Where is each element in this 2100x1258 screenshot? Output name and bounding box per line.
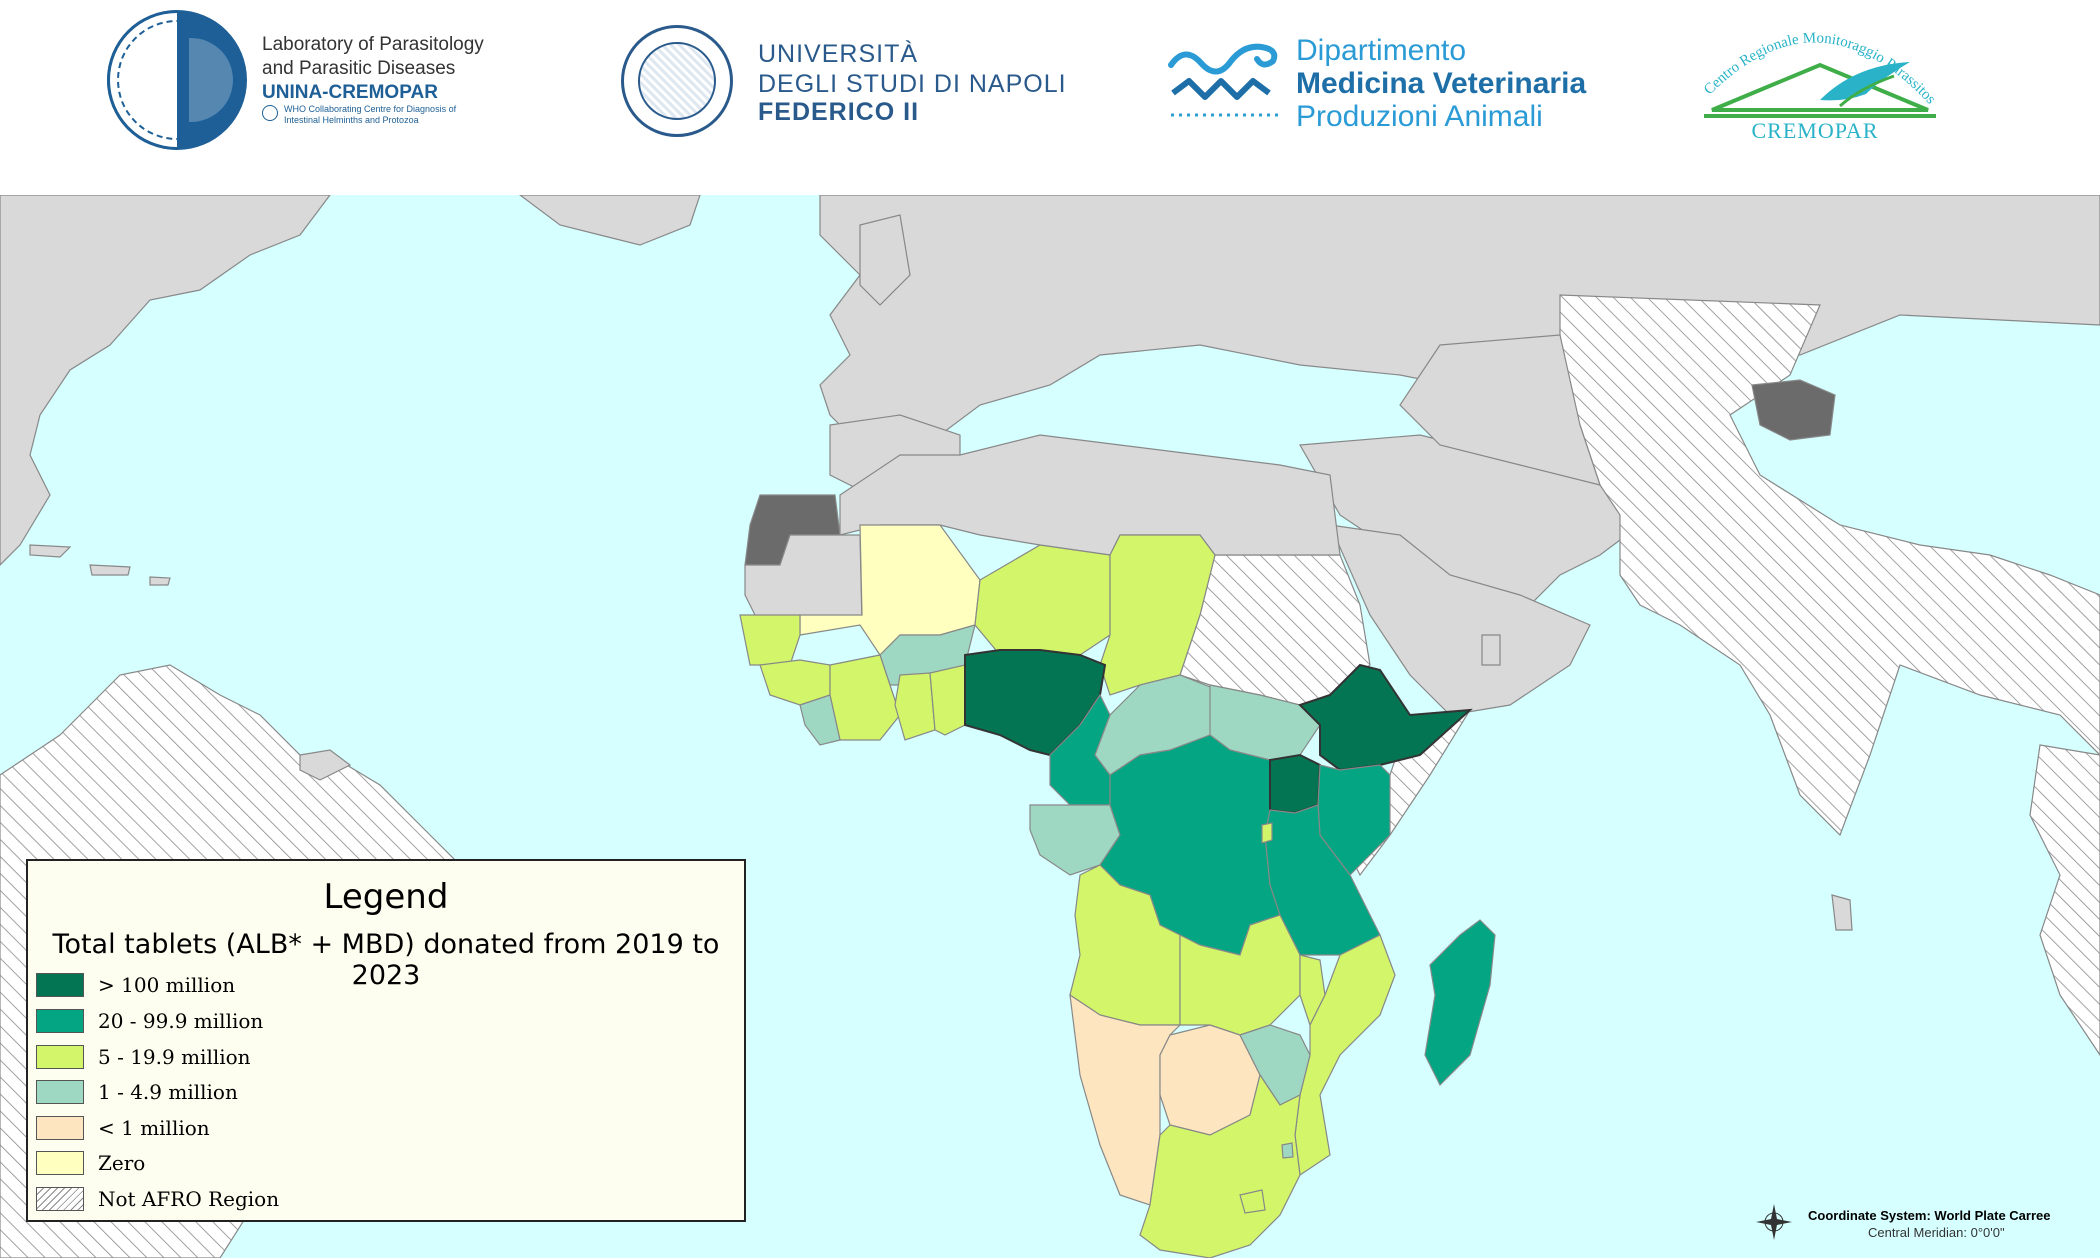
department-name-line1: Dipartimento [1296, 34, 1467, 67]
university-seal-logo [621, 25, 733, 137]
cremopar-name: CREMOPAR [1751, 118, 1879, 143]
legend-swatch [36, 1045, 84, 1069]
university-name-line3: FEDERICO II [758, 98, 920, 126]
senegal [739, 614, 801, 666]
lab-who-caption: WHO Collaborating Centre for Diagnosis o… [284, 104, 457, 125]
legend-swatch [36, 1151, 84, 1175]
liberia [799, 694, 841, 746]
ghana [894, 672, 936, 741]
laboratory-seal-logo [107, 10, 247, 150]
niger [974, 544, 1111, 656]
legend-swatch [36, 973, 84, 997]
legend-title: Legend [323, 877, 449, 917]
madagascar [1424, 919, 1496, 1087]
lab-name-line3: UNINA-CREMOPAR [262, 82, 438, 103]
legend-swatch-hatched [36, 1187, 84, 1211]
coordinate-system-title: Coordinate System: World Plate Carree [1808, 1208, 2051, 1223]
cremopar-arc-text: Centro Regionale Monitoraggio Parassitos… [1680, 10, 1939, 108]
map-legend: Legend Total tablets (ALB* + MBD) donate… [26, 859, 746, 1222]
cremopar-house-logo: Centro Regionale Monitoraggio Parassitos… [1680, 10, 1939, 118]
legend-label: 1 - 4.9 million [98, 1080, 238, 1104]
department-name-line3: Produzioni Animali [1296, 100, 1543, 133]
lab-name-line1: Laboratory of Parasitology [262, 34, 484, 55]
department-name-line2: Medicina Veterinaria [1296, 67, 1587, 100]
header-logos: Laboratory of Parasitology and Parasitic… [0, 0, 2100, 195]
caribbean-islands [29, 544, 171, 586]
university-name-line1: UNIVERSITÀ [758, 40, 919, 68]
greenland-landmass [519, 195, 701, 246]
rwanda-burundi [1261, 822, 1273, 844]
guianas-landmass [299, 749, 352, 781]
uganda [1269, 753, 1322, 815]
north-america-landmass [0, 195, 331, 566]
legend-swatch [36, 1080, 84, 1104]
lab-name-line2: and Parasitic Diseases [262, 58, 456, 79]
ethiopia [1298, 663, 1473, 772]
asia-not-afro [1559, 294, 2100, 837]
legend-label: Zero [98, 1151, 146, 1175]
arabian-peninsula [1329, 524, 1591, 716]
legend-label: Not AFRO Region [98, 1187, 280, 1211]
british-isles [859, 214, 911, 306]
europe-landmass [819, 195, 2100, 446]
eswatini [1281, 1142, 1294, 1159]
sri-lanka [1831, 894, 1853, 931]
legend-swatch [36, 1116, 84, 1140]
legend-label: 20 - 99.9 million [98, 1009, 264, 1033]
university-name-line2: DEGLI STUDI DI NAPOLI [758, 70, 1067, 98]
togo-benin [929, 664, 966, 736]
lesotho [1239, 1189, 1266, 1214]
madagascar-not-afro-bg [1481, 634, 1501, 666]
department-wave-logo [1168, 43, 1279, 117]
svg-text:Centro Regionale Monitoraggio: Centro Regionale Monitoraggio Parassitos… [1680, 10, 1939, 108]
kashmir-disputed [1751, 379, 1836, 441]
central-asia-landmass [1399, 334, 1601, 486]
legend-subtitle: Total tablets (ALB* + MBD) donated from … [52, 929, 720, 991]
legend-swatch [36, 1009, 84, 1033]
south-africa [1139, 1073, 1301, 1258]
legend-label: > 100 million [98, 973, 236, 997]
who-emblem-icon [262, 105, 278, 121]
southeast-asia-not-afro [2029, 744, 2100, 1057]
compass-rose-icon [1756, 1204, 1792, 1240]
legend-label: 5 - 19.9 million [98, 1045, 251, 1069]
coordinate-system-meridian: Central Meridian: 0°0'0" [1868, 1225, 2005, 1240]
legend-label: < 1 million [98, 1116, 210, 1140]
